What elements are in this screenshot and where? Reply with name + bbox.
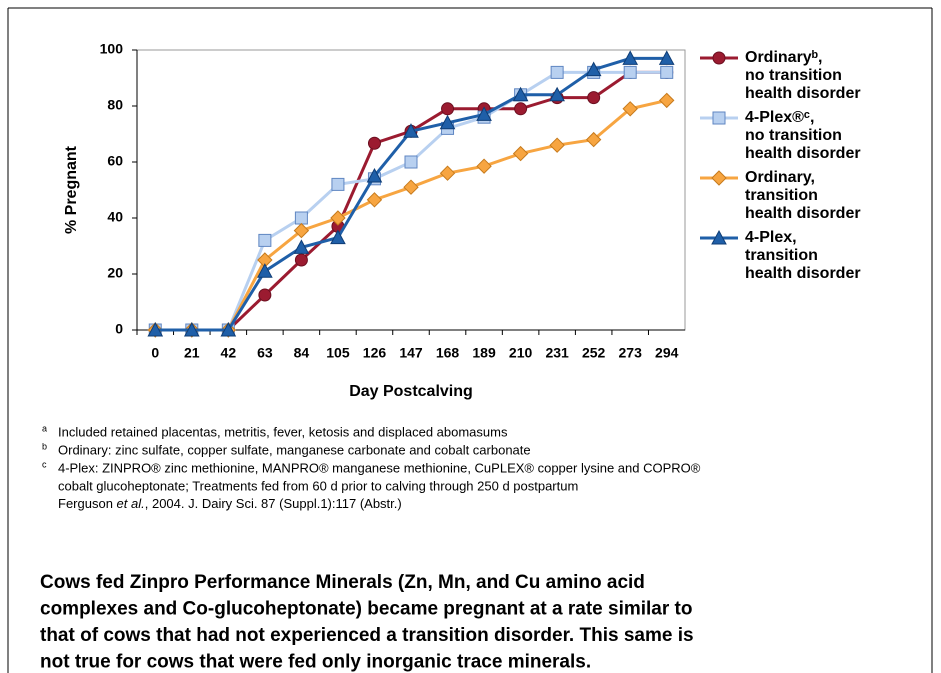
y-tick-label: 40 (107, 209, 123, 225)
marker (514, 102, 528, 116)
marker (293, 239, 310, 254)
x-tick-label: 210 (509, 345, 533, 361)
legend-label: health disorder (745, 265, 861, 282)
marker (711, 170, 727, 186)
marker (660, 65, 674, 79)
marker (658, 50, 675, 65)
marker (293, 222, 310, 239)
footnote-marker: b (42, 441, 47, 451)
marker (258, 233, 272, 247)
marker (294, 253, 308, 267)
marker (404, 155, 418, 169)
legend-label: Ordinary, (745, 169, 815, 186)
x-tick-label: 126 (363, 345, 387, 361)
marker (257, 263, 273, 278)
y-tick-label: 0 (115, 321, 123, 337)
marker (622, 50, 639, 65)
legend-label: health disorder (745, 85, 861, 102)
marker (585, 61, 602, 77)
citation-part: , 2004. J. Dairy Sci. 87 (Suppl.1):117 (… (145, 496, 402, 511)
legend-label: 4-Plex®ᶜ, (745, 109, 814, 126)
conclusion-line: complexes and Co-glucoheptonate) became … (40, 599, 693, 620)
series-line (155, 70, 667, 332)
marker (549, 86, 565, 102)
legend-label: 4-Plex, (745, 229, 797, 246)
marker (623, 65, 637, 79)
marker (294, 211, 308, 225)
marker (439, 114, 456, 130)
citation-part: et al. (117, 496, 145, 511)
marker (711, 229, 727, 245)
marker (403, 179, 419, 195)
legend-label: transition (745, 247, 818, 264)
x-tick-label: 84 (294, 345, 310, 361)
x-tick-label: 42 (221, 345, 237, 361)
y-tick-label: 80 (107, 97, 123, 113)
marker (331, 177, 345, 191)
marker (403, 123, 419, 138)
marker (441, 102, 455, 116)
legend-label: Ordinaryᵇ, (745, 49, 822, 66)
marker (476, 106, 492, 121)
footnote-text: 4-Plex: ZINPRO® zinc methionine, MANPRO®… (58, 460, 701, 475)
x-tick-label: 21 (184, 345, 200, 361)
x-tick-label: 0 (151, 345, 159, 361)
marker (258, 288, 272, 302)
marker (330, 210, 346, 226)
y-tick-label: 100 (100, 41, 124, 57)
footnote-text: cobalt glucoheptonate; Treatments fed fr… (58, 478, 578, 493)
marker (183, 321, 200, 337)
x-tick-label: 294 (655, 345, 679, 361)
marker (622, 101, 638, 117)
y-tick-label: 60 (107, 153, 123, 169)
marker (366, 192, 383, 208)
marker (585, 131, 602, 148)
marker (220, 321, 237, 337)
footnote-marker: a (42, 423, 47, 433)
x-tick-label: 273 (619, 345, 643, 361)
legend-label: health disorder (745, 205, 861, 222)
marker (147, 321, 164, 337)
x-tick-label: 252 (582, 345, 606, 361)
y-axis-title: % Pregnant (63, 145, 80, 234)
x-tick-label: 189 (472, 345, 496, 361)
x-tick-label: 147 (399, 345, 423, 361)
x-axis-title: Day Postcalving (349, 383, 473, 400)
conclusion-line: that of cows that had not experienced a … (40, 625, 694, 646)
conclusion-line: not true for cows that were fed only ino… (40, 652, 591, 673)
x-tick-label: 105 (326, 345, 350, 361)
marker (587, 91, 601, 105)
marker (712, 51, 726, 65)
marker (367, 136, 381, 150)
marker (659, 92, 675, 109)
marker (476, 158, 492, 174)
legend-label: health disorder (745, 145, 861, 162)
citation: Ferguson et al., 2004. J. Dairy Sci. 87 … (58, 496, 402, 511)
footnote-text: Included retained placentas, metritis, f… (58, 424, 508, 439)
y-tick-label: 20 (107, 265, 123, 281)
legend-label: no transition (745, 127, 842, 144)
footnote-marker: c (42, 459, 47, 469)
citation-part: Ferguson (58, 496, 117, 511)
marker (549, 137, 565, 153)
x-tick-label: 63 (257, 345, 273, 361)
marker (366, 167, 383, 183)
marker (550, 65, 564, 79)
marker (512, 145, 529, 162)
marker (439, 165, 456, 181)
legend-label: no transition (745, 67, 842, 84)
x-tick-label: 231 (545, 345, 569, 361)
marker (512, 86, 529, 102)
marker (330, 229, 346, 245)
series-line (155, 70, 667, 332)
x-tick-label: 168 (436, 345, 460, 361)
legend-label: transition (745, 187, 818, 204)
footnote-text: Ordinary: zinc sulfate, copper sulfate, … (58, 442, 531, 457)
conclusion-line: Cows fed Zinpro Performance Minerals (Zn… (40, 572, 645, 593)
marker (712, 111, 726, 125)
